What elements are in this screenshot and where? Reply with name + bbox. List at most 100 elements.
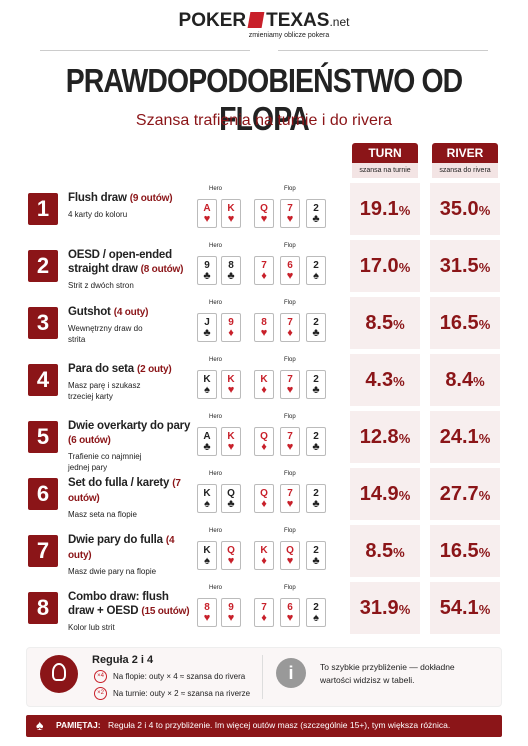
column-header: RIVER	[432, 143, 498, 163]
river-bg	[430, 183, 500, 235]
card: 2 ♠	[306, 256, 326, 285]
turn-bg	[350, 411, 420, 463]
hero-label: Hero	[209, 357, 223, 363]
pct-value: 8.5	[365, 312, 394, 334]
card-rank: K	[227, 203, 235, 214]
card-rank: 2	[313, 374, 319, 385]
card: J ♣	[197, 313, 217, 342]
flop-label: Flop	[284, 414, 296, 420]
pct-turn: 17.0%	[350, 255, 420, 278]
card: K ♠	[197, 541, 217, 570]
flop-label: Flop	[284, 300, 296, 306]
card-suit: ♣	[312, 384, 320, 396]
row-title: Gutshot (4 outy)	[68, 305, 196, 320]
card-rank: 9	[228, 317, 234, 328]
row-number: 2	[28, 250, 58, 282]
row-outs: (15 outów)	[141, 606, 190, 617]
pct-unit: %	[393, 545, 405, 560]
card: 8 ♥	[254, 313, 274, 342]
river-bg	[430, 525, 500, 577]
divider	[278, 50, 488, 51]
pct-river: 16.5%	[430, 312, 500, 335]
card-rank: 6	[287, 602, 293, 613]
row-desc: Masz seta na flopie	[68, 510, 137, 519]
card: Q ♥	[280, 541, 300, 570]
hero-label: Hero	[209, 243, 223, 249]
card-suit: ♣	[312, 555, 320, 567]
flop-label: Flop	[284, 243, 296, 249]
pct-value: 27.7	[439, 483, 479, 505]
card-rank: 2	[313, 602, 319, 613]
card-rank: K	[227, 431, 235, 442]
row-number: 6	[28, 478, 58, 510]
card: A ♥	[197, 199, 217, 228]
row-outs: (8 outów)	[140, 264, 184, 275]
card-suit: ♠	[204, 498, 210, 510]
card: 8 ♥	[197, 598, 217, 627]
card-suit: ♣	[203, 327, 211, 339]
card-rank: A	[203, 431, 211, 442]
pct-river: 54.1%	[430, 597, 500, 620]
card-suit: ♣	[227, 270, 235, 282]
row-title-text: Combo draw: flush draw + OESD	[68, 591, 169, 617]
card: 2 ♣	[306, 313, 326, 342]
row-title: Flush draw (9 outów)	[68, 191, 196, 206]
pct-unit: %	[478, 602, 491, 617]
card-rank: 7	[287, 317, 293, 328]
pct-value: 35.0	[439, 198, 479, 220]
card-suit: ♥	[203, 213, 211, 225]
card-rank: Q	[227, 488, 235, 499]
card: 7 ♥	[280, 484, 300, 513]
pct-value: 17.0	[359, 255, 399, 277]
row-title-text: Dwie overkarty do pary	[68, 420, 191, 432]
card-rank: Q	[286, 545, 294, 556]
card-suit: ♣	[203, 441, 211, 453]
flop-label: Flop	[284, 585, 296, 591]
card-rank: K	[203, 374, 211, 385]
pct-unit: %	[478, 488, 491, 503]
card: 9 ♥	[221, 598, 241, 627]
pct-river: 16.5%	[430, 540, 500, 563]
card-suit: ♥	[286, 555, 294, 567]
row-desc: Masz parę i szukasz trzeciej karty	[68, 381, 141, 401]
card: 7 ♥	[280, 427, 300, 456]
card: K ♥	[221, 427, 241, 456]
card-rank: 9	[204, 260, 210, 271]
pct-unit: %	[478, 260, 491, 275]
turn-bg	[350, 582, 420, 634]
card-rank: 2	[313, 545, 319, 556]
card-rank: K	[260, 545, 268, 556]
row-title: Set do fulla / karety (7 outów)	[68, 476, 196, 506]
pct-river: 27.7%	[430, 483, 500, 506]
footer-bar	[26, 715, 502, 737]
card: 8 ♣	[221, 256, 241, 285]
card-rank: Q	[227, 545, 235, 556]
row-outs: (7 outów)	[68, 478, 181, 504]
pct-river: 31.5%	[430, 255, 500, 278]
card-rank: 7	[287, 431, 293, 442]
card-rank: K	[227, 374, 235, 385]
card-suit: ♥	[227, 441, 235, 453]
pct-value: 4.3	[365, 369, 394, 391]
card: 2 ♠	[306, 598, 326, 627]
turn-bg	[350, 468, 420, 520]
turn-bg	[350, 183, 420, 235]
card-suit: ♠	[204, 555, 210, 567]
card: 2 ♣	[306, 484, 326, 513]
card-suit: ♥	[260, 213, 268, 225]
river-bg	[430, 297, 500, 349]
row-title: Combo draw: flush draw + OESD (15 outów)	[68, 590, 196, 619]
card: 9 ♣	[197, 256, 217, 285]
rule-title: Reguła 2 i 4	[92, 654, 154, 666]
rule-badge: ×2	[94, 687, 107, 700]
pct-unit: %	[398, 203, 411, 218]
pct-turn: 4.3%	[350, 369, 420, 392]
card-rank: 2	[313, 317, 319, 328]
hero-label: Hero	[209, 471, 223, 477]
row-desc: Wewnętrzny draw do strita	[68, 324, 143, 344]
card-suit: ♥	[227, 213, 235, 225]
card: Q ♥	[221, 541, 241, 570]
pct-value: 16.5	[439, 540, 479, 562]
card-suit: ♥	[286, 384, 294, 396]
